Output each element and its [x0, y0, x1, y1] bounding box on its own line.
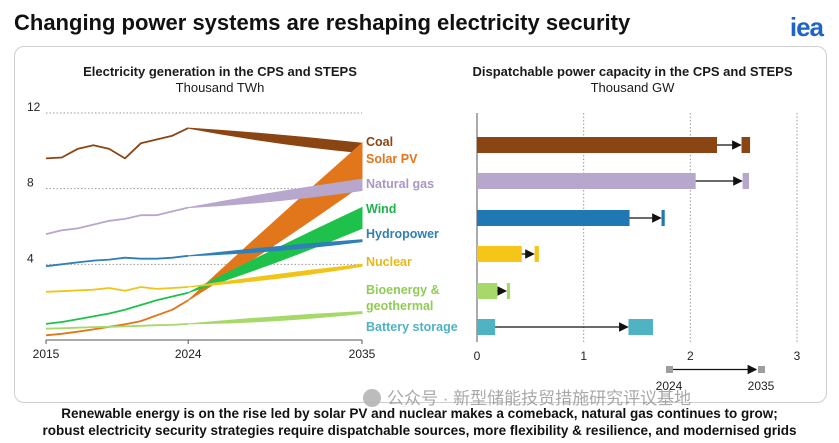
y-tick-label-8: 8 [27, 176, 34, 190]
bar-2035-battery-storage [628, 319, 653, 335]
bar-x-tick-label-2: 2 [687, 349, 694, 363]
iea-logo: iea [789, 12, 824, 42]
legend-label-2035: 2035 [748, 379, 775, 393]
coal-projection-band [188, 127, 363, 154]
bar-2024-natural-gas [477, 173, 696, 189]
hydropower-projection-band [188, 239, 363, 257]
right-chart-title: Dispatchable power capacity in the CPS a… [455, 64, 810, 96]
series-label-coal: Coal [366, 135, 393, 149]
series-label-battery: Battery storage [366, 320, 458, 334]
bar-x-tick-label-1: 1 [580, 349, 587, 363]
bar-2035-hydropower [661, 210, 665, 226]
series-label-bio1: Bioenergy & [366, 283, 440, 297]
series-label-wind: Wind [366, 202, 396, 216]
watermark: 公众号 · 新型储能技贸措施研究评议基地 [363, 384, 691, 409]
bar-2024-nuclear [477, 246, 522, 262]
bar-2024-coal [477, 137, 717, 153]
hydropower-line [45, 254, 189, 268]
series-label-gas: Natural gas [366, 177, 434, 191]
watermark-text: 公众号 · 新型储能技贸措施研究评议基地 [387, 389, 692, 408]
chart-panel [14, 46, 827, 403]
nuclear-projection-band [188, 263, 363, 288]
natural-gas-line [45, 206, 189, 235]
legend-2024-marker [666, 366, 673, 373]
bar-x-tick-label-0: 0 [474, 349, 481, 363]
legend-label-2024: 2024 [656, 379, 683, 393]
x-tick-label-2035: 2035 [349, 347, 376, 361]
series-label-hydro: Hydropower [366, 227, 439, 241]
page-title: Changing power systems are reshaping ele… [14, 10, 631, 35]
bioenergy-geothermal-projection-band [188, 311, 363, 325]
footer-text: Renewable energy is on the rise led by s… [0, 405, 839, 439]
solar-pv-line [45, 299, 189, 337]
legend-2035-marker [758, 366, 765, 373]
bar-2024-hydropower [477, 210, 630, 226]
right-chart-subtitle: Thousand GW [590, 80, 675, 95]
series-label-bio2: geothermal [366, 299, 433, 313]
bar-x-tick-label-3: 3 [794, 349, 801, 363]
bar-2035-bioenergy-geothermal [506, 283, 511, 299]
series-label-nuclear: Nuclear [366, 255, 412, 269]
y-tick-label-4: 4 [27, 251, 34, 265]
natural-gas-projection-band [188, 178, 363, 209]
left-chart-title: Electricity generation in the CPS and ST… [40, 64, 400, 96]
x-tick-label-2015: 2015 [33, 347, 60, 361]
left-chart-subtitle: Thousand TWh [175, 80, 265, 95]
footer-line-2: robust electricity security strategies r… [42, 423, 797, 438]
series-label-solar: Solar PV [366, 152, 418, 166]
bar-2024-bioenergy-geothermal [477, 283, 498, 299]
bioenergy-geothermal-line [45, 323, 189, 330]
y-tick-label-12: 12 [27, 100, 41, 114]
nuclear-line [45, 286, 189, 293]
bar-2035-coal [741, 137, 751, 153]
footer-line-1: Renewable energy is on the rise led by s… [61, 406, 778, 421]
coal-line [45, 127, 189, 160]
x-tick-label-2024: 2024 [175, 347, 202, 361]
left-chart-title-text: Electricity generation in the CPS and ST… [83, 64, 357, 79]
bar-2035-nuclear [534, 246, 539, 262]
bar-2024-battery-storage [477, 319, 496, 335]
right-chart-title-text: Dispatchable power capacity in the CPS a… [472, 64, 793, 79]
bar-2035-natural-gas [742, 173, 749, 189]
wechat-icon [363, 389, 381, 407]
wind-line [45, 291, 189, 325]
